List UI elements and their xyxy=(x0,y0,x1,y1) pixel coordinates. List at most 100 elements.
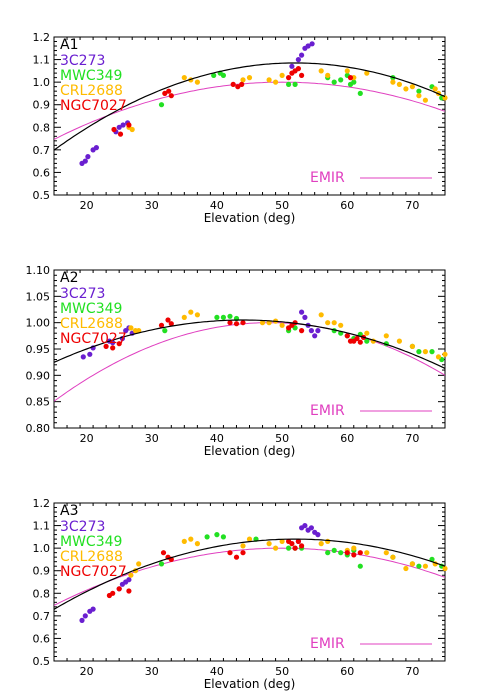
y-tick-label: 0.7 xyxy=(33,144,51,157)
panel-a2: 0.80 0.85 0.90 0.95 1.00 1.05 1.10 20 30 40 50 60 70… xyxy=(26,264,448,458)
data-point xyxy=(351,545,357,551)
data-point xyxy=(116,124,122,130)
fit-curve xyxy=(54,538,445,610)
data-point xyxy=(158,102,165,108)
data-point xyxy=(120,122,126,128)
data-point xyxy=(289,63,295,69)
x-axis-label: Elevation (deg) xyxy=(204,444,296,458)
data-point xyxy=(403,86,409,92)
data-point xyxy=(308,525,314,531)
data-point xyxy=(422,349,428,355)
data-point xyxy=(416,563,422,569)
data-point xyxy=(116,341,122,347)
y-tick-label: 1.2 xyxy=(33,31,51,44)
data-point xyxy=(160,550,167,556)
data-point xyxy=(246,75,253,81)
data-point xyxy=(292,545,298,551)
x-tick-label: 50 xyxy=(275,665,289,678)
data-point xyxy=(432,86,438,92)
panel-a1: 0.5 0.6 0.7 0.8 0.9 1.0 1.1 1.2 20 30 40 50 60 70 Elev… xyxy=(33,31,448,225)
data-point xyxy=(273,545,279,551)
data-point xyxy=(211,72,217,78)
series-mwc349 xyxy=(158,532,445,569)
series-ngc7027 xyxy=(106,538,363,599)
data-point xyxy=(364,330,370,336)
emir-legend-label: EMIR xyxy=(310,403,345,419)
data-point xyxy=(338,322,344,328)
y-tick-label: 0.8 xyxy=(33,587,51,600)
data-point xyxy=(302,523,308,529)
legend-entry: NGC7027 xyxy=(60,564,127,580)
data-point xyxy=(110,345,116,351)
data-point xyxy=(111,126,117,133)
data-point xyxy=(162,90,168,96)
data-point xyxy=(227,313,233,319)
data-point xyxy=(325,320,331,326)
data-point xyxy=(235,84,241,90)
data-point xyxy=(240,77,246,83)
data-point xyxy=(220,72,226,78)
y-tick-label: 0.7 xyxy=(33,610,51,623)
data-point xyxy=(318,541,324,547)
data-point xyxy=(351,79,357,85)
data-point xyxy=(266,77,272,83)
data-point xyxy=(344,333,350,339)
data-point xyxy=(103,343,109,349)
data-point xyxy=(126,588,132,594)
data-point xyxy=(357,339,363,345)
data-point xyxy=(351,552,357,558)
data-point xyxy=(338,550,344,556)
legend-entry: MWC349 xyxy=(60,301,122,317)
data-point xyxy=(315,532,321,538)
data-point xyxy=(357,90,363,96)
data-point xyxy=(240,320,246,326)
x-tick-label: 20 xyxy=(80,432,94,445)
data-point xyxy=(181,75,187,81)
data-point xyxy=(357,550,363,556)
x-tick-label: 70 xyxy=(405,665,419,678)
data-point xyxy=(214,314,220,320)
data-point xyxy=(220,314,226,320)
x-tick-label: 40 xyxy=(210,665,224,678)
data-point xyxy=(128,325,134,331)
data-point xyxy=(422,97,428,103)
x-axis-label: Elevation (deg) xyxy=(204,211,296,225)
data-point xyxy=(136,561,142,567)
data-point xyxy=(295,66,301,72)
data-point xyxy=(302,314,308,320)
data-point xyxy=(194,312,200,318)
data-point xyxy=(295,57,301,63)
data-point xyxy=(246,536,253,542)
y-tick-label: 0.5 xyxy=(33,655,51,668)
series-crl2688 xyxy=(128,309,448,360)
y-tick-label: 1.10 xyxy=(26,264,51,277)
emir-curve xyxy=(54,547,445,606)
data-point xyxy=(289,541,295,547)
data-point xyxy=(409,84,415,90)
y-tick-label: 1.00 xyxy=(26,317,51,330)
data-point xyxy=(239,81,245,87)
data-point xyxy=(396,81,402,87)
data-point xyxy=(181,538,187,545)
data-point xyxy=(82,613,88,619)
y-tick-label: 0.90 xyxy=(26,369,51,382)
y-tick-label: 1.1 xyxy=(33,520,51,533)
data-point xyxy=(331,320,337,326)
y-tick-label: 0.80 xyxy=(26,422,51,435)
emir-curve xyxy=(54,322,445,402)
data-point xyxy=(168,93,174,99)
data-point xyxy=(181,314,187,320)
data-point xyxy=(227,320,233,326)
data-point xyxy=(305,43,311,49)
data-point xyxy=(90,606,96,612)
x-tick-label: 40 xyxy=(210,199,224,212)
data-point xyxy=(126,577,132,583)
data-point xyxy=(194,79,200,85)
y-tick-label: 0.5 xyxy=(33,189,51,202)
emir-curve xyxy=(54,81,445,140)
panel-label: A3 xyxy=(60,503,78,519)
data-point xyxy=(286,545,292,551)
data-point xyxy=(325,550,331,556)
data-point xyxy=(318,68,324,74)
